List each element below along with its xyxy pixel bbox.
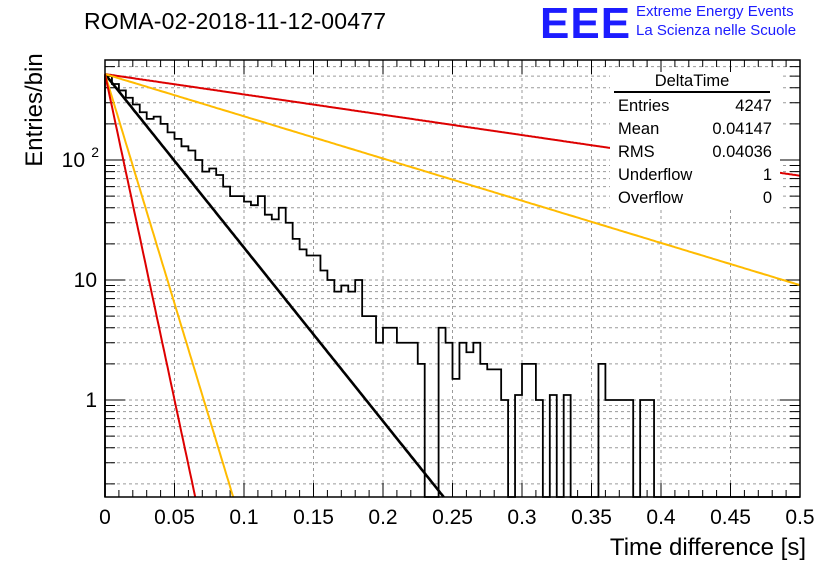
x-tick-label: 0.45 [710,506,751,529]
chart-title: ROMA-02-2018-11-12-00477 [84,8,387,34]
stats-row-rms: RMS 0.04036 [610,141,780,164]
tick-labels: 0 0.05 0.1 0.15 0.2 0.25 0.3 0.35 0.4 0.45 0.51101… [62,144,815,529]
histogram-bins [104,75,800,498]
stats-label: Overflow [618,189,684,207]
stats-value: 0 [762,189,772,207]
grid-lines [105,60,800,497]
stats-title: DeltaTime [614,72,770,93]
exponential-fit-curve [103,73,445,498]
logo-line-1: Extreme Energy Events [636,3,794,20]
stats-row-underflow: Underflow 1 [610,164,780,187]
histogram-step-line [104,75,800,498]
stats-value: 0.04147 [712,120,772,138]
x-tick-label: 0.3 [507,506,536,529]
stats-label: Entries [618,97,670,115]
reference-curve-3 [104,73,235,498]
stats-value: 0.04036 [712,143,772,161]
x-tick-label: 0.25 [432,506,473,529]
stats-row-mean: Mean 0.04147 [610,118,780,141]
stats-label: Underflow [618,166,693,184]
y-tick-label: 1 [85,389,97,412]
stats-label: RMS [618,143,655,161]
axis-ticks [104,60,801,497]
stats-label: Mean [618,120,660,138]
eee-logo: EEE [540,0,632,48]
x-tick-label: 0.35 [571,506,612,529]
x-axis-label: Time difference [s] [609,534,806,561]
y-tick-label: 10 [62,149,85,172]
stats-value: 1 [762,166,772,184]
x-tick-label: 0.5 [785,506,814,529]
stats-value: 4247 [735,97,772,115]
stats-row-entries: Entries 4247 [610,95,780,118]
logo-line-2: La Scienza nelle Scuole [636,22,797,39]
reference-curve-2 [104,73,801,287]
x-tick-label: 0 [99,506,111,529]
x-tick-label: 0.15 [293,506,334,529]
x-tick-label: 0.4 [646,506,676,529]
stats-box: DeltaTime Entries 4247 Mean 0.04147 RMS … [610,72,780,210]
plot-frame [104,59,801,498]
y-axis-label: Entries/bin [21,53,48,167]
y-tick-label-exponent: 2 [91,144,99,160]
x-tick-label: 0.1 [229,506,258,529]
stats-row-overflow: Overflow 0 [610,187,780,210]
y-tick-label: 10 [74,269,97,292]
x-tick-label: 0.2 [368,506,397,529]
reference-curve-4 [104,73,197,498]
x-tick-label: 0.05 [154,506,195,529]
